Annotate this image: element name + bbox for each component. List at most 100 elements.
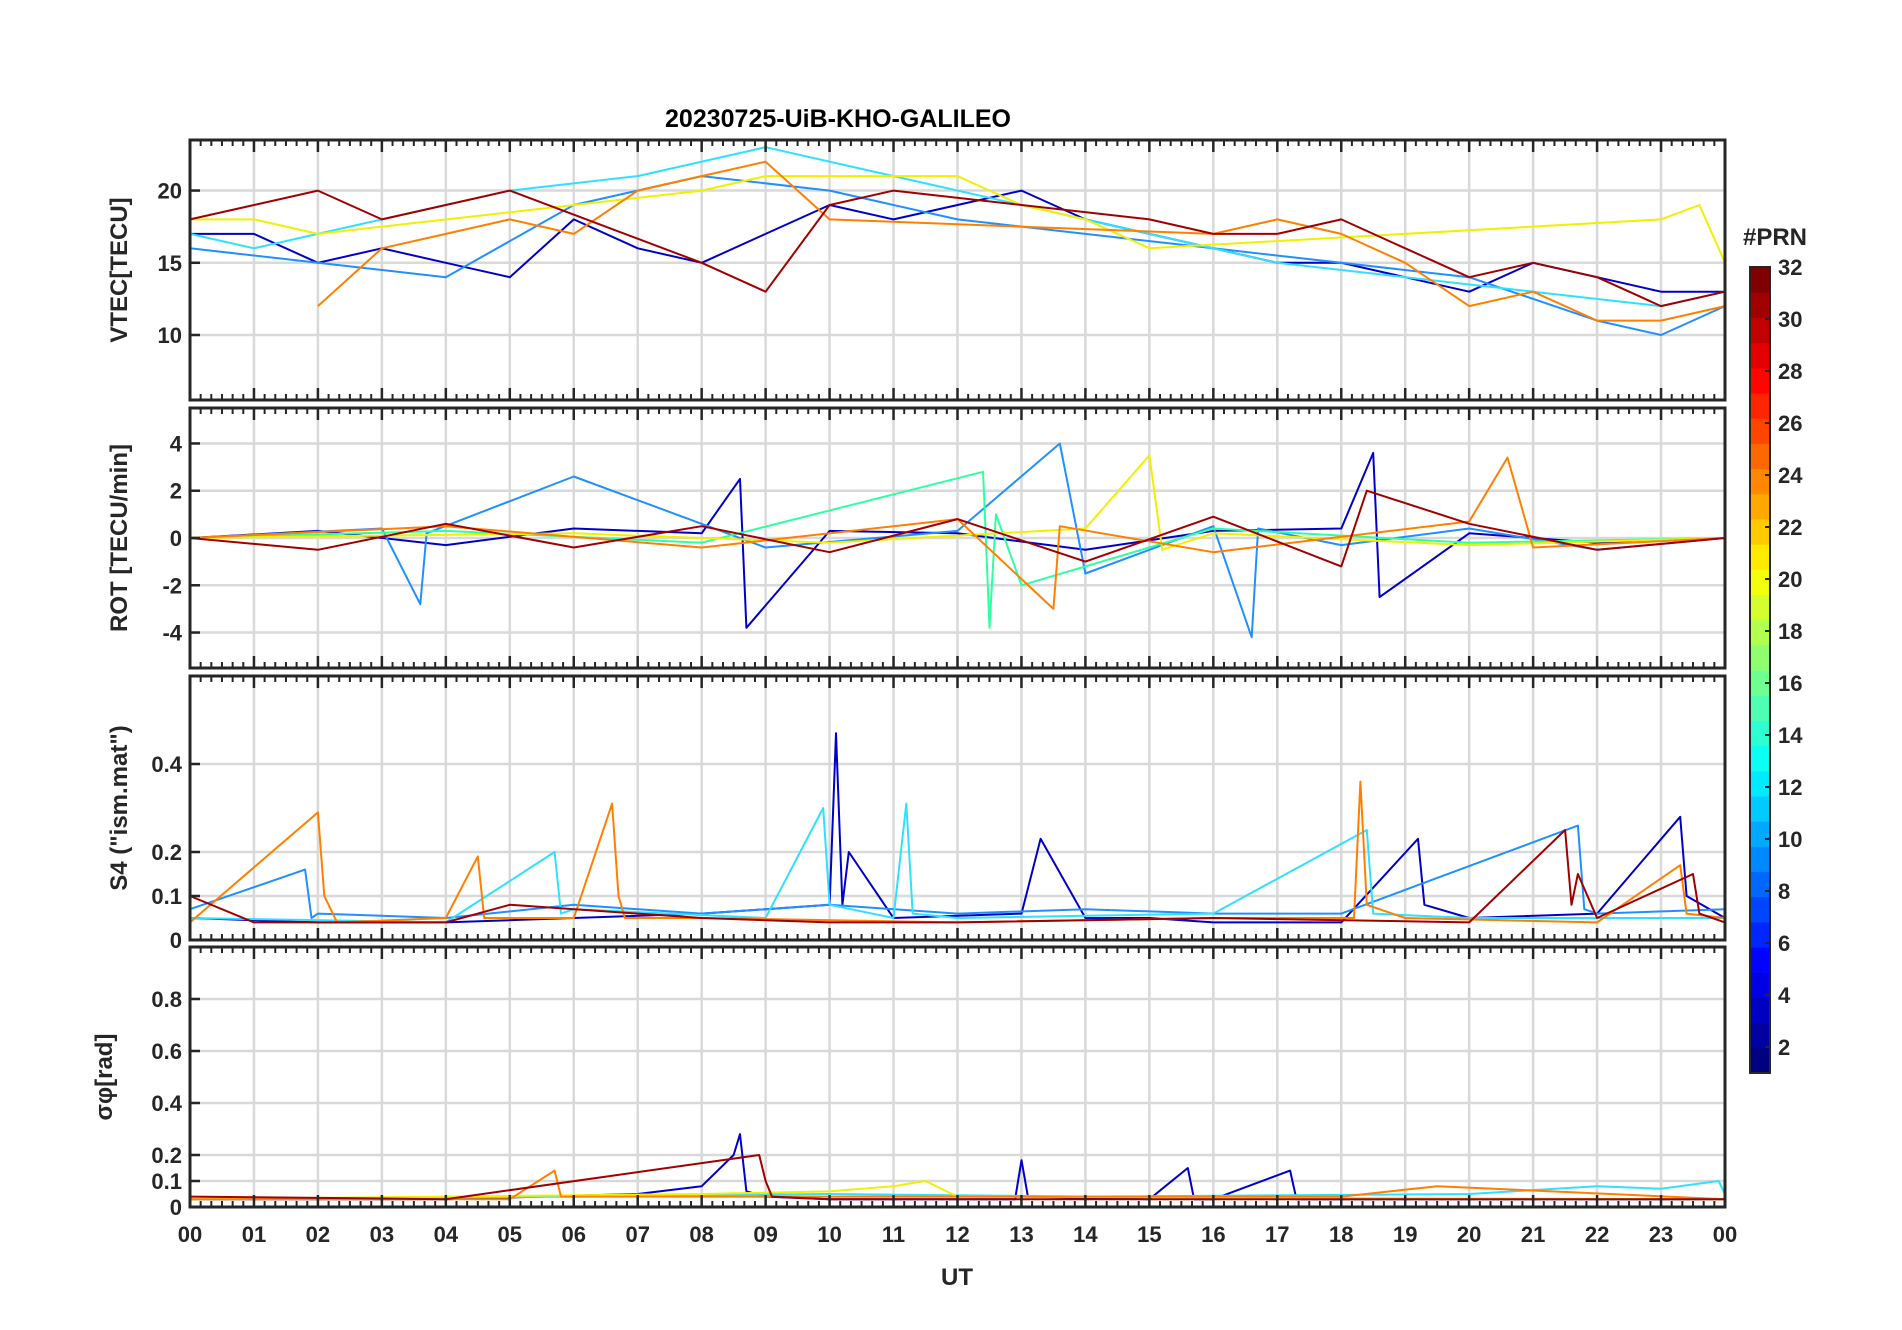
x-tick-label: 09 bbox=[753, 1222, 777, 1247]
colorbar-segment bbox=[1750, 745, 1770, 772]
x-tick-label: 00 bbox=[1713, 1222, 1737, 1247]
y-tick-label: 2 bbox=[170, 479, 182, 504]
x-tick-label: 23 bbox=[1649, 1222, 1673, 1247]
y-tick-label: 15 bbox=[158, 251, 182, 276]
x-tick-label: 02 bbox=[306, 1222, 330, 1247]
colorbar-tick-label: 30 bbox=[1778, 307, 1802, 332]
colorbar-segment bbox=[1750, 997, 1770, 1024]
colorbar-segment bbox=[1750, 670, 1770, 696]
x-tick-label: 19 bbox=[1393, 1222, 1417, 1247]
colorbar-tick-label: 16 bbox=[1778, 671, 1802, 696]
colorbar-segment bbox=[1750, 921, 1770, 948]
x-tick-label: 16 bbox=[1201, 1222, 1225, 1247]
colorbar-segment bbox=[1750, 443, 1770, 470]
colorbar-label: #PRN bbox=[1743, 224, 1807, 251]
colorbar-segment bbox=[1750, 594, 1770, 621]
y-tick-label: 0.8 bbox=[151, 987, 182, 1012]
colorbar-segment bbox=[1750, 342, 1770, 369]
colorbar-segment bbox=[1750, 720, 1770, 747]
y-tick-label: -4 bbox=[162, 621, 182, 646]
x-tick-label: 10 bbox=[817, 1222, 841, 1247]
colorbar-segment bbox=[1750, 644, 1770, 671]
colorbar-segment bbox=[1750, 846, 1770, 873]
colorbar-segment bbox=[1750, 795, 1770, 822]
x-tick-label: 12 bbox=[945, 1222, 969, 1247]
series-line-s4-3 bbox=[189, 780, 1726, 924]
colorbar-segment bbox=[1750, 821, 1770, 847]
figure-title: 20230725-UiB-KHO-GALILEO bbox=[665, 105, 1011, 133]
colorbar-segment bbox=[1750, 1022, 1770, 1049]
series-line-vtec-4 bbox=[317, 160, 1726, 322]
y-tick-label: 0.2 bbox=[151, 1143, 182, 1168]
y-tick-label: 20 bbox=[158, 179, 182, 204]
colorbar-tick-label: 28 bbox=[1778, 359, 1802, 384]
colorbar-frame bbox=[1749, 266, 1771, 1074]
x-tick-label: 13 bbox=[1009, 1222, 1033, 1247]
series-line-rot-1 bbox=[189, 442, 1726, 639]
y-tick-label: 0 bbox=[170, 526, 182, 551]
panel-s4: 0 0.1 0.2 0.4 S4 ("ism.mat") bbox=[106, 674, 1727, 953]
colorbar-tick-label: 26 bbox=[1778, 411, 1802, 436]
x-tick-label: 05 bbox=[498, 1222, 522, 1247]
colorbar-segment bbox=[1750, 770, 1770, 797]
colorbar-segment bbox=[1750, 619, 1770, 646]
x-tick-label: 22 bbox=[1585, 1222, 1609, 1247]
y-tick-label: 4 bbox=[170, 431, 183, 456]
y-tick-label: 0.4 bbox=[151, 752, 182, 777]
y-tick-label: 0.6 bbox=[151, 1039, 182, 1064]
y-tick-label: 0.4 bbox=[151, 1091, 182, 1116]
colorbar-segment bbox=[1750, 493, 1770, 520]
x-tick-label: 14 bbox=[1073, 1222, 1098, 1247]
colorbar-segment bbox=[1750, 468, 1770, 495]
colorbar-tick-label: 10 bbox=[1778, 827, 1802, 852]
colorbar-tick-label: 20 bbox=[1778, 567, 1802, 592]
colorbar-tick-label: 32 bbox=[1778, 255, 1802, 280]
y-tick-label: 0.1 bbox=[151, 1169, 182, 1194]
x-tick-label: 04 bbox=[434, 1222, 459, 1247]
panel-rot: -4 -2 0 2 4 ROT [TECU/min] bbox=[106, 406, 1727, 670]
panel-sigma_phi: 00.10.2 0.4 0.6 0.8 σφ[rad] bbox=[91, 945, 1727, 1220]
y-axis-label-rot: ROT [TECU/min] bbox=[106, 444, 133, 632]
y-tick-label: 0 bbox=[170, 928, 182, 953]
colorbar-segment bbox=[1750, 367, 1770, 394]
series-line-s4-2 bbox=[189, 802, 1725, 924]
x-tick-label: 01 bbox=[242, 1222, 266, 1247]
colorbar-segment bbox=[1750, 317, 1770, 344]
colorbar-tick-label: 24 bbox=[1778, 463, 1803, 488]
x-tick-label: 18 bbox=[1329, 1222, 1353, 1247]
series-line-vtec-3 bbox=[190, 175, 1726, 264]
colorbar-segment bbox=[1750, 418, 1770, 444]
colorbar-segment bbox=[1750, 1047, 1770, 1074]
panel-vtec: 10 15 20 VTEC[TECU] bbox=[106, 138, 1727, 402]
colorbar-segment bbox=[1750, 947, 1770, 973]
x-tick-label: 08 bbox=[689, 1222, 713, 1247]
x-tick-label: 06 bbox=[562, 1222, 586, 1247]
x-tick-label: 21 bbox=[1521, 1222, 1545, 1247]
x-tick-label: 03 bbox=[370, 1222, 394, 1247]
colorbar-tick-label: 8 bbox=[1778, 879, 1790, 904]
y-tick-label: 0.2 bbox=[151, 840, 182, 865]
colorbar-segment bbox=[1750, 695, 1770, 721]
y-tick-label: 10 bbox=[158, 323, 182, 348]
y-tick-label: 0 bbox=[170, 1195, 182, 1220]
series-line-vtec-0 bbox=[190, 189, 1725, 293]
colorbar-tick-label: 22 bbox=[1778, 515, 1802, 540]
x-tick-label: 15 bbox=[1137, 1222, 1161, 1247]
colorbar-tick-label: 12 bbox=[1778, 775, 1802, 800]
y-tick-label: 0.1 bbox=[151, 884, 182, 909]
x-tick-label: 11 bbox=[882, 1222, 905, 1247]
x-tick-label: 20 bbox=[1457, 1222, 1481, 1247]
y-axis-label-s4: S4 ("ism.mat") bbox=[106, 725, 133, 890]
colorbar-segment bbox=[1750, 518, 1770, 545]
colorbar-tick-label: 4 bbox=[1778, 983, 1791, 1008]
colorbar-tick-label: 6 bbox=[1778, 931, 1790, 956]
x-tick-label: 07 bbox=[625, 1222, 649, 1247]
colorbar-segment bbox=[1750, 896, 1770, 923]
series-line-s4-4 bbox=[189, 829, 1726, 924]
series-line-rot-5 bbox=[189, 489, 1726, 568]
x-tick-label: 00 bbox=[178, 1222, 202, 1247]
colorbar-segment bbox=[1750, 292, 1770, 318]
